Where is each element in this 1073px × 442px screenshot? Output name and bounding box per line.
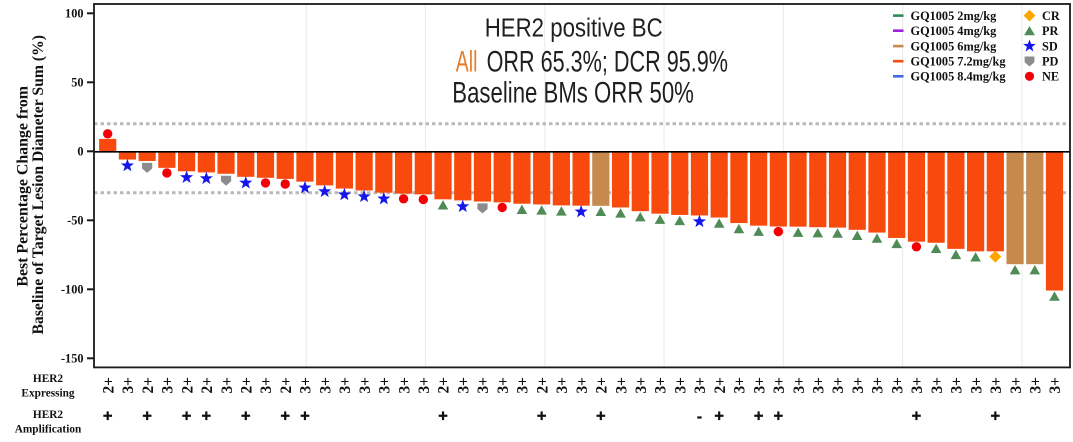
svg-text:-100: -100 [61, 282, 84, 296]
svg-text:3+: 3+ [574, 377, 591, 393]
svg-text:PD: PD [1042, 55, 1059, 69]
svg-text:SD: SD [1042, 40, 1058, 54]
svg-text:2+: 2+ [712, 377, 729, 393]
svg-text:GQ1005 4mg/kg: GQ1005 4mg/kg [911, 24, 998, 38]
svg-text:3+: 3+ [298, 377, 315, 393]
svg-text:3+: 3+ [396, 377, 413, 393]
svg-text:3+: 3+ [554, 377, 571, 393]
svg-text:All: All [456, 45, 478, 78]
svg-text:GQ1005 2mg/kg: GQ1005 2mg/kg [911, 9, 998, 23]
svg-text:3+: 3+ [850, 377, 867, 393]
svg-text:3+: 3+ [732, 377, 749, 393]
svg-text:GQ1005 6mg/kg: GQ1005 6mg/kg [911, 40, 998, 54]
svg-text:GQ1005 8.4mg/kg: GQ1005 8.4mg/kg [911, 70, 1007, 84]
svg-text:2+: 2+ [436, 377, 453, 393]
svg-text:3+: 3+ [672, 377, 689, 393]
svg-text:Baseline of Target Lesion Diam: Baseline of Target Lesion Diameter Sum (… [30, 35, 47, 335]
svg-text:3+: 3+ [633, 377, 650, 393]
svg-text:3+: 3+ [949, 377, 966, 393]
svg-text:2+: 2+ [100, 377, 117, 393]
svg-text:3+: 3+ [317, 377, 334, 393]
svg-text:3+: 3+ [870, 377, 887, 393]
svg-text:3+: 3+ [889, 377, 906, 393]
svg-text:3+: 3+ [968, 377, 985, 393]
svg-text:3+: 3+ [692, 377, 709, 393]
svg-text:3+: 3+ [219, 377, 236, 393]
svg-text:3+: 3+ [258, 377, 275, 393]
svg-text:100: 100 [65, 6, 83, 20]
svg-text:3+: 3+ [455, 377, 472, 393]
svg-text:2+: 2+ [238, 377, 255, 393]
svg-text:2+: 2+ [594, 377, 611, 393]
svg-text:3+: 3+ [1027, 377, 1044, 393]
svg-text:2+: 2+ [199, 377, 216, 393]
svg-text:3+: 3+ [830, 377, 847, 393]
svg-text:3+: 3+ [515, 377, 532, 393]
svg-text:ORR 65.3%; DCR 95.9%: ORR 65.3%; DCR 95.9% [487, 45, 728, 78]
svg-text:-150: -150 [61, 351, 84, 365]
svg-text:3+: 3+ [771, 377, 788, 393]
svg-text:HER2 positive BC: HER2 positive BC [485, 14, 663, 42]
svg-text:-50: -50 [67, 213, 83, 227]
svg-text:3+: 3+ [120, 377, 137, 393]
svg-text:3+: 3+ [160, 377, 177, 393]
svg-text:3+: 3+ [613, 377, 630, 393]
svg-text:HER2: HER2 [33, 373, 63, 385]
svg-text:Baseline BMs ORR 50%: Baseline BMs ORR 50% [452, 76, 694, 109]
svg-text:3+: 3+ [377, 377, 394, 393]
svg-text:HER2: HER2 [33, 409, 63, 421]
svg-text:Expressing: Expressing [21, 388, 75, 400]
svg-text:0: 0 [77, 144, 83, 158]
svg-text:Amplification: Amplification [15, 423, 82, 435]
svg-text:Best Percentage Change from: Best Percentage Change from [14, 86, 31, 287]
svg-text:CR: CR [1042, 9, 1060, 23]
svg-text:2+: 2+ [534, 377, 551, 393]
svg-text:3+: 3+ [1008, 377, 1025, 393]
svg-text:3+: 3+ [909, 377, 926, 393]
svg-text:PR: PR [1042, 24, 1059, 38]
svg-text:3+: 3+ [337, 377, 354, 393]
svg-text:3+: 3+ [416, 377, 433, 393]
svg-text:NE: NE [1042, 70, 1059, 84]
svg-text:3+: 3+ [791, 377, 808, 393]
svg-text:3+: 3+ [1047, 377, 1064, 393]
svg-text:2+: 2+ [140, 377, 157, 393]
svg-text:3+: 3+ [988, 377, 1005, 393]
svg-text:50: 50 [71, 75, 83, 89]
svg-text:2+: 2+ [278, 377, 295, 393]
svg-text:GQ1005 7.2mg/kg: GQ1005 7.2mg/kg [911, 55, 1007, 69]
svg-text:2+: 2+ [179, 377, 196, 393]
svg-text:3+: 3+ [475, 377, 492, 393]
svg-text:3+: 3+ [751, 377, 768, 393]
svg-text:3+: 3+ [811, 377, 828, 393]
svg-text:3+: 3+ [929, 377, 946, 393]
svg-text:3+: 3+ [653, 377, 670, 393]
svg-text:3+: 3+ [357, 377, 374, 393]
svg-text:3+: 3+ [495, 377, 512, 393]
